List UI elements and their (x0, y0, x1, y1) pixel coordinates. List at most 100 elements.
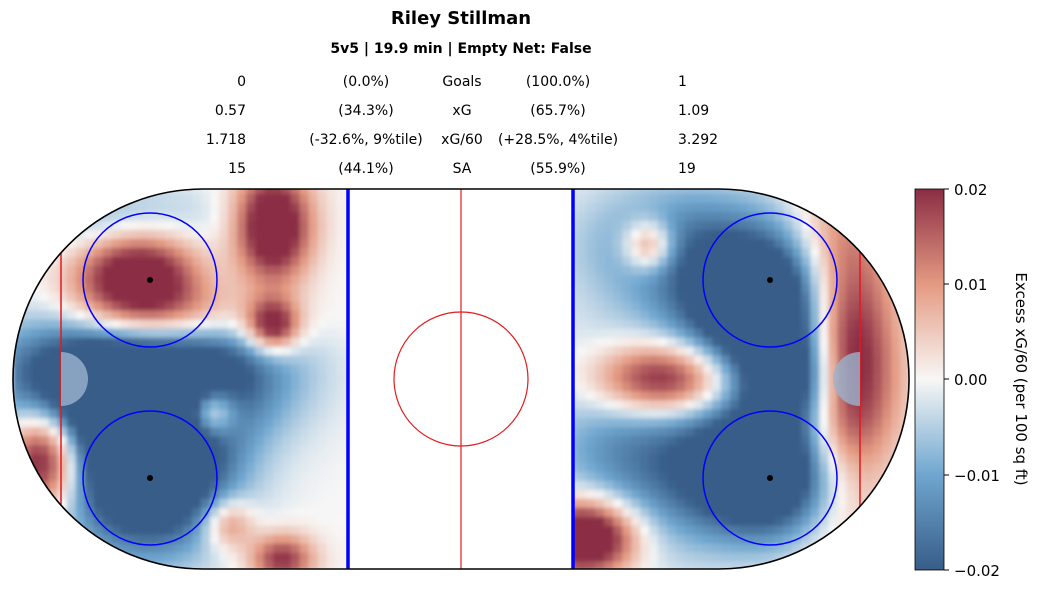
heatmap-cell (738, 543, 749, 553)
heatmap-cell (75, 318, 86, 329)
heatmap-cell (281, 345, 292, 356)
heatmap-cell (900, 498, 909, 508)
heatmap-cell (810, 516, 820, 526)
heatmap-cell (573, 543, 579, 553)
heatmap-cell (586, 336, 596, 347)
heatmap-cell (595, 534, 605, 544)
heatmap-cell (900, 274, 909, 284)
heatmap-cell (846, 318, 856, 329)
heatmap-cell (335, 552, 346, 562)
heatmap-cell (819, 247, 829, 257)
heatmap-cell (640, 372, 650, 383)
heatmap-cell (631, 372, 641, 383)
heatmap-cell (290, 480, 301, 490)
heatmap-cell (658, 381, 668, 392)
heatmap-cell (837, 561, 847, 569)
heatmap-cell (210, 265, 220, 275)
heatmap-cell (102, 327, 113, 338)
heatmap-cell (335, 507, 346, 517)
heatmap-cell (604, 345, 614, 356)
heatmap-cell (254, 372, 265, 383)
heatmap-cell (586, 489, 596, 499)
heatmap-cell (846, 498, 856, 508)
heatmap-cell (335, 310, 346, 320)
heatmap-cell (864, 354, 874, 365)
heatmap-cell (111, 561, 122, 569)
heatmap-cell (210, 390, 220, 401)
heatmap-cell (891, 426, 901, 437)
heatmap-cell (138, 444, 148, 455)
heatmap-cell (801, 408, 812, 419)
heatmap-cell (658, 229, 668, 239)
heatmap-cell (631, 561, 641, 569)
heatmap-cell (219, 301, 229, 311)
heatmap-cell (693, 507, 704, 517)
heatmap-cell (165, 256, 175, 266)
heatmap-cell (335, 444, 346, 455)
heatmap-cell (828, 318, 838, 329)
stat-right-value: 1.09 (678, 103, 710, 119)
heatmap-cell (30, 516, 41, 526)
heatmap-cell (102, 318, 113, 329)
heatmap-cell (801, 453, 812, 464)
heatmap-cell (828, 256, 838, 266)
heatmap-cell (237, 552, 247, 562)
heatmap-cell (272, 336, 283, 347)
heatmap-cell (891, 310, 901, 320)
heatmap-cell (577, 444, 588, 455)
heatmap-cell (156, 525, 166, 535)
heatmap-cell (900, 507, 909, 517)
heatmap-cell (272, 390, 283, 401)
heatmap-cell (631, 381, 641, 392)
heatmap-cell (192, 561, 202, 569)
heatmap-cell (57, 444, 68, 455)
heatmap-cell (272, 189, 283, 195)
heatmap-cell (783, 516, 794, 526)
heatmap-cell (676, 516, 686, 526)
heatmap-cell (93, 462, 104, 472)
heatmap-cell (595, 444, 605, 455)
heatmap-cell (711, 543, 722, 553)
heatmap-cell (237, 301, 247, 311)
heatmap-cell (810, 238, 820, 248)
heatmap-cell (57, 516, 68, 526)
heatmap-cell (120, 292, 131, 302)
heatmap-cell (573, 229, 579, 239)
heatmap-cell (48, 327, 59, 338)
heatmap-cell (165, 552, 175, 562)
heatmap-cell (864, 507, 874, 517)
heatmap-cell (765, 462, 776, 472)
heatmap-cell (93, 345, 104, 356)
heatmap-cell (84, 390, 95, 401)
heatmap-cell (828, 516, 838, 526)
heatmap-cell (631, 202, 641, 213)
heatmap-cell (738, 354, 749, 365)
heatmap-cell (837, 516, 847, 526)
heatmap-cell (756, 516, 767, 526)
heatmap-cell (245, 345, 256, 356)
heatmap-cell (819, 345, 829, 356)
heatmap-cell (335, 193, 346, 204)
heatmap-cell (210, 462, 220, 472)
faceoff-dot (147, 277, 153, 283)
heatmap-cell (290, 327, 301, 338)
heatmap-cell (711, 283, 722, 293)
heatmap-cell (57, 543, 68, 553)
heatmap-cell (335, 301, 346, 311)
heatmap-cell (900, 265, 909, 275)
heatmap-cell (138, 318, 148, 329)
heatmap-cell (667, 372, 677, 383)
heatmap-cell (102, 193, 113, 204)
heatmap-cell (604, 211, 614, 221)
heatmap-cell (39, 462, 50, 472)
heatmap-cell (765, 372, 776, 383)
heatmap-cell (801, 220, 812, 230)
heatmap-cell (783, 354, 794, 365)
heatmap-cell (702, 426, 713, 437)
heatmap-cell (102, 426, 113, 437)
heatmap-cell (201, 426, 211, 437)
heatmap-cell (201, 543, 211, 553)
heatmap-cell (747, 381, 758, 392)
heatmap-cell (738, 363, 749, 374)
heatmap-cell (837, 534, 847, 544)
